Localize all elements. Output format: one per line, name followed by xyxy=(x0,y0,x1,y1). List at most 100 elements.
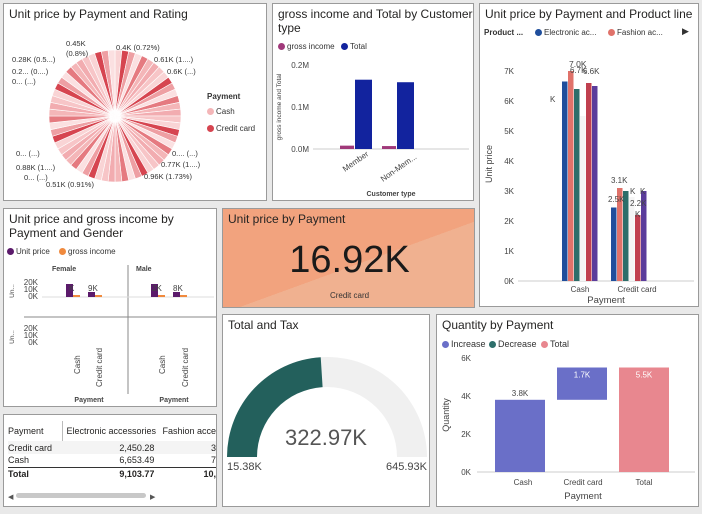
product-legend-title: Product ... xyxy=(484,28,524,37)
product-bar-0-2 xyxy=(574,89,580,281)
pie-label-15: 0.51K (0.91%) xyxy=(46,180,94,189)
product-bar-0-1 xyxy=(568,71,574,281)
waterfall-bar-2 xyxy=(619,367,669,472)
kpi-tile[interactable]: Unit price by Payment 16.92K Credit card xyxy=(222,208,475,308)
gender-tick-1: 20K xyxy=(24,278,39,287)
gauge-max: 645.93K xyxy=(386,461,427,473)
product-extra-1: K xyxy=(550,95,556,104)
product-tick: 7K xyxy=(504,67,514,76)
product-legend-fashion[interactable]: Fashion ac... xyxy=(608,28,663,37)
waterfall-tick-2: 4K xyxy=(461,392,471,401)
waterfall-value-label-1: 1.7K xyxy=(574,371,591,380)
product-bar-0-0 xyxy=(562,81,568,281)
product-tile[interactable]: Unit price by Payment and Product line P… xyxy=(479,3,699,307)
scroll-right-icon[interactable]: ▶ xyxy=(150,494,156,501)
product-bar-1-3 xyxy=(629,197,635,281)
gauge-chart[interactable] xyxy=(223,315,429,506)
scroll-left-icon[interactable]: ◀ xyxy=(8,494,14,501)
product-extra-2: K xyxy=(630,187,636,196)
product-tick: 6K xyxy=(504,97,514,106)
gender-cat-1: Cash xyxy=(73,355,82,374)
waterfall-title: Quantity by Payment xyxy=(442,318,554,332)
pie-label-12: 0.88K (1....) xyxy=(16,163,56,172)
product-extra-4: K xyxy=(640,187,646,196)
waterfall-bar-0 xyxy=(495,399,545,472)
gross-ylabel: gross income and Total xyxy=(276,73,283,140)
gross-chart[interactable]: gross income and Total 0.2M 0.1M 0.0M Me… xyxy=(273,4,473,200)
table-scrollbar[interactable] xyxy=(16,493,146,498)
gender-xlabel-1: Payment xyxy=(74,397,104,404)
gender-tick-4: 20K xyxy=(24,324,39,333)
gender-bar-label-4: 8K xyxy=(173,284,183,293)
pie-chart[interactable]: 0.45K (0.8%) 0.4K (0.72%) 0.28K (0.5...)… xyxy=(4,4,266,200)
pie-label-13: 0.96K (1.73%) xyxy=(144,172,192,181)
gender-bar-male-credit-gross xyxy=(180,295,187,297)
gauge-title: Total and Tax xyxy=(228,318,299,332)
waterfall-xlabel: Payment xyxy=(564,491,602,502)
gender-bar-female-cash-unit xyxy=(66,284,73,297)
pie-legend-credit[interactable]: Credit card xyxy=(207,124,255,133)
pie-label-8: 0... (...) xyxy=(12,77,36,86)
gender-cat-2: Credit card xyxy=(95,348,104,387)
gross-legend-gross[interactable]: gross income xyxy=(278,42,335,51)
product-chart[interactable]: Unit price 7K 6K 5K 4K 3K 2K 1K 0K 7.0K 6.7K 6.… xyxy=(480,4,698,306)
pie-label-11: 0.77K (1....) xyxy=(161,160,201,169)
pie-legend-cash[interactable]: Cash xyxy=(207,107,235,116)
product-bar-1-4 xyxy=(635,215,641,281)
gross-cat-2: Non-Mem... xyxy=(379,152,418,183)
gender-bar-female-credit-gross xyxy=(95,295,102,297)
waterfall-legend-increase[interactable]: Increase xyxy=(442,339,486,349)
gauge-min: 15.38K xyxy=(227,461,262,473)
gender-panel-male: Male xyxy=(136,266,152,273)
pie-tile[interactable]: Unit price by Payment and Rating 0.45K (… xyxy=(3,3,267,201)
product-legend-electronic[interactable]: Electronic ac... xyxy=(535,28,596,37)
gross-cat-1: Member xyxy=(341,149,370,173)
legend-next-icon[interactable]: ▶ xyxy=(682,26,689,36)
gender-legend-gross[interactable]: gross income xyxy=(59,247,116,256)
gender-chart[interactable]: Female Male Un... Un... 20K 10K 0K 20K 1… xyxy=(4,209,216,406)
waterfall-cat-1: Cash xyxy=(514,478,533,487)
gender-yaxis-top: Un... xyxy=(9,284,16,298)
gender-panel-female: Female xyxy=(52,266,76,273)
gender-bar-label-3: 2K xyxy=(152,284,162,293)
product-bar-1-5 xyxy=(641,191,647,281)
table-header-electronic[interactable]: Electronic accessories xyxy=(62,421,159,441)
gross-tick-1: 0.2M xyxy=(291,61,309,70)
waterfall-legend-total[interactable]: Total xyxy=(541,339,569,349)
gender-legend-unit[interactable]: Unit price xyxy=(7,247,50,256)
gross-bar-1-0 xyxy=(382,146,396,149)
waterfall-chart[interactable]: Quantity 6K 4K 2K 0K 3.8K 1.7K 5.5K Cash C… xyxy=(437,315,698,506)
table-row[interactable]: Credit card 2,450.28 3 xyxy=(8,441,216,454)
kpi-caption: Credit card xyxy=(329,291,370,300)
product-value-label-3: 2.5K xyxy=(608,195,625,204)
waterfall-value-label-2: 5.5K xyxy=(636,371,653,380)
product-cat-1: Cash xyxy=(571,285,590,294)
pie-label-3: 0.4K (0.72%) xyxy=(116,43,160,52)
table-header-payment[interactable]: Payment xyxy=(8,426,44,436)
product-bar-1-0 xyxy=(611,207,617,281)
kpi-title: Unit price by Payment xyxy=(228,212,346,226)
gross-legend-total[interactable]: Total xyxy=(341,42,367,51)
gross-xlabel: Customer type xyxy=(366,191,415,198)
waterfall-bar-1 xyxy=(557,367,607,400)
gross-tile[interactable]: gross income and Total by Customer type … xyxy=(272,3,474,201)
gauge-tile[interactable]: Total and Tax 322.97K 15.38K 645.93K xyxy=(222,314,430,507)
product-title: Unit price by Payment and Product line xyxy=(485,7,693,21)
gender-tile[interactable]: Unit price and gross income by Payment a… xyxy=(3,208,217,407)
pie-slice xyxy=(107,49,116,117)
table-header-fashion[interactable]: Fashion acce xyxy=(162,426,216,436)
gender-tick-6: 0K xyxy=(28,338,38,347)
gender-bar-label-2: 9K xyxy=(88,284,98,293)
gender-tick-3: 0K xyxy=(28,292,38,301)
waterfall-tile[interactable]: Quantity by Payment Increase Decrease To… xyxy=(436,314,699,507)
product-tick: 3K xyxy=(504,187,514,196)
product-cat-2: Credit card xyxy=(617,285,656,294)
pie-label-4: 0.28K (0.5...) xyxy=(12,55,56,64)
product-bar-0-3 xyxy=(580,116,586,281)
table-tile[interactable]: Payment Electronic accessories Fashion a… xyxy=(3,414,217,507)
product-value-label-5: 2.2K xyxy=(630,199,647,208)
table-row[interactable]: Cash 6,653.49 7 xyxy=(8,455,216,466)
waterfall-legend-decrease[interactable]: Decrease xyxy=(489,339,537,349)
waterfall-cat-3: Total xyxy=(636,478,653,487)
gross-bar-0-0 xyxy=(340,145,354,149)
